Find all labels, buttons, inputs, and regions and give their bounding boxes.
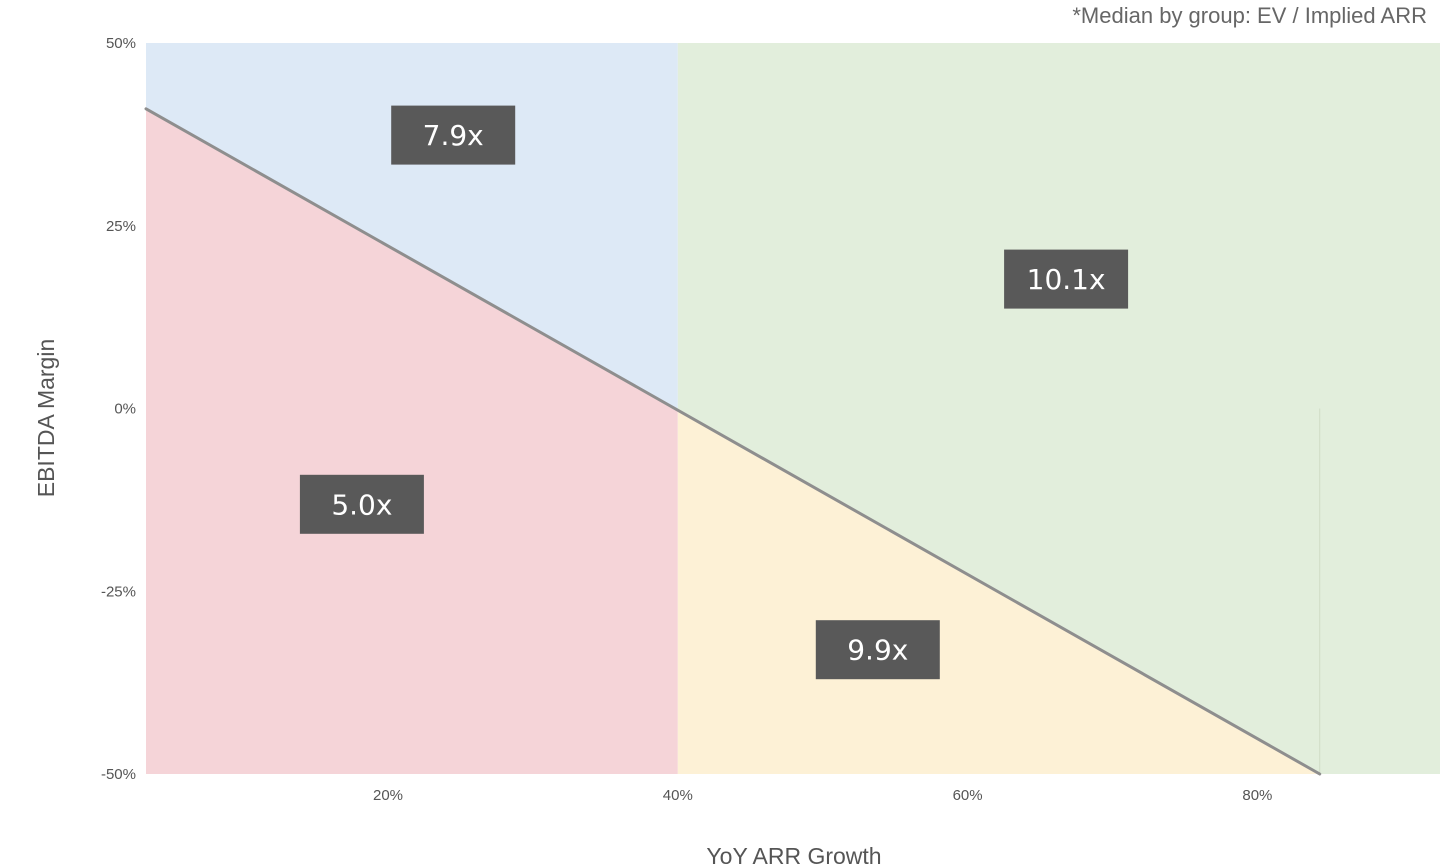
zone-low-growth-low-margin bbox=[146, 108, 678, 775]
y-tick-label: -50% bbox=[101, 766, 136, 783]
axis-ticks: 20% 40% 60% 80% 50% 25% 0% -25% -50% bbox=[101, 35, 1272, 804]
label-box-high-growth-high-margin bbox=[1004, 249, 1129, 309]
label-text-high-growth-high-margin: 10.1x bbox=[1027, 263, 1106, 296]
label-text-high-growth-low-margin: 9.9x bbox=[847, 634, 908, 667]
x-tick-label: 20% bbox=[373, 787, 403, 804]
zone-areas bbox=[146, 43, 1440, 775]
zone-high-growth-high-margin bbox=[677, 43, 1440, 774]
zone-labels: 7.9x 5.0x 10.1x 9.9x bbox=[299, 105, 1129, 680]
label-text-low-growth-low-margin: 5.0x bbox=[331, 488, 392, 521]
y-tick-label: -25% bbox=[101, 583, 136, 600]
label-box-low-growth-high-margin bbox=[391, 105, 516, 165]
label-text-low-growth-high-margin: 7.9x bbox=[423, 119, 484, 152]
label-box-high-growth-low-margin bbox=[815, 620, 940, 680]
x-tick-label: 40% bbox=[663, 787, 693, 804]
divider-line-layer bbox=[144, 107, 1322, 776]
y-axis-title: EBITDA Margin bbox=[33, 339, 59, 498]
chart-note: *Median by group: EV / Implied ARR bbox=[1072, 3, 1427, 28]
zone-low-growth-high-margin bbox=[146, 43, 678, 411]
y-tick-label: 25% bbox=[106, 218, 136, 235]
divider-line bbox=[144, 107, 1322, 776]
label-box-low-growth-low-margin bbox=[299, 474, 424, 534]
x-tick-label: 80% bbox=[1242, 787, 1272, 804]
y-tick-label: 0% bbox=[114, 401, 136, 418]
y-tick-label: 50% bbox=[106, 35, 136, 52]
x-tick-label: 60% bbox=[953, 787, 983, 804]
x-axis-title: YoY ARR Growth bbox=[706, 843, 881, 866]
